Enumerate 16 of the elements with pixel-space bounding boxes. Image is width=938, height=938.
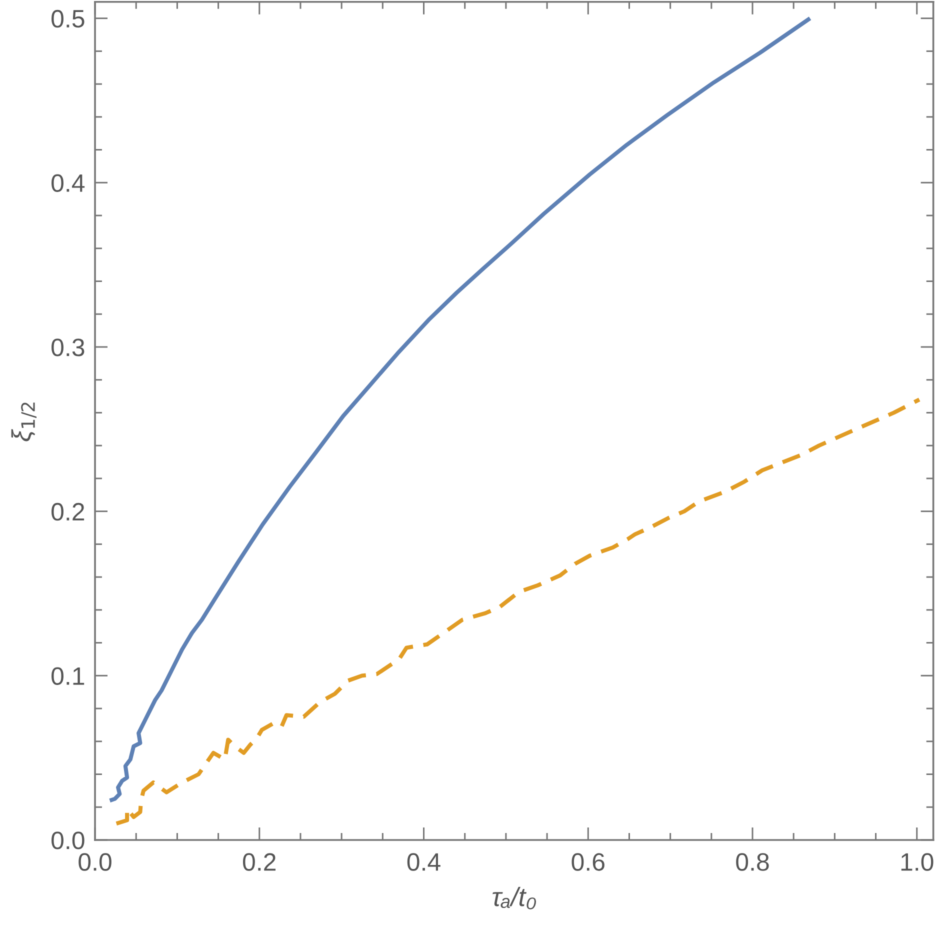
- x-tick-label: 0.2: [242, 853, 276, 871]
- line-series: [108, 16, 812, 803]
- x-tick-label: 0.0: [78, 853, 112, 871]
- y-tick-label: 0.1: [52, 667, 84, 685]
- line-series: [114, 398, 922, 826]
- y-tick-label: 0.4: [52, 174, 85, 192]
- y-axis-title: ξ$_{1/2}$: [11, 402, 36, 442]
- x-tick-label: 1.0: [901, 853, 934, 871]
- y-tick-label: 0.3: [52, 338, 84, 356]
- x-axis-title: τₐ/t₀: [492, 886, 536, 910]
- x-tick-label: 0.6: [572, 853, 604, 871]
- y-tick-label: 0.5: [52, 10, 84, 28]
- y-tick-label: 0.0: [52, 832, 84, 850]
- y-tick-label: 0.2: [52, 502, 84, 521]
- x-tick-label: 0.4: [407, 853, 440, 871]
- x-tick-label: 0.8: [736, 853, 769, 871]
